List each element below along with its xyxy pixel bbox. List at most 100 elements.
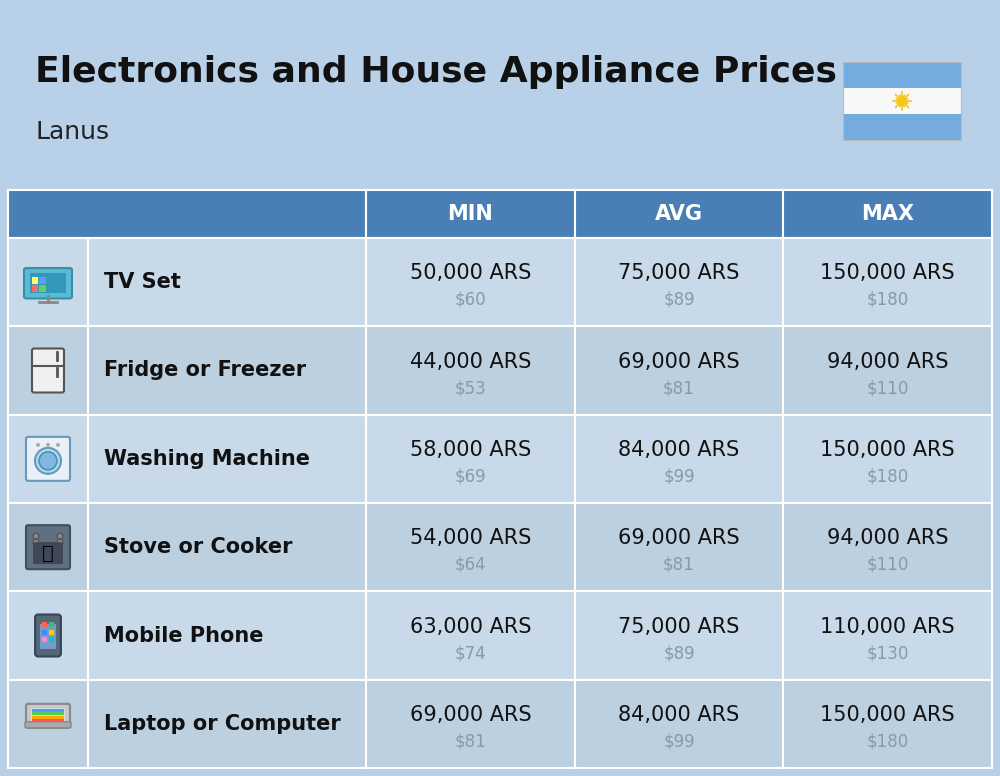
Text: 150,000 ARS: 150,000 ARS — [820, 705, 955, 725]
Text: Washing Machine: Washing Machine — [104, 449, 310, 469]
FancyBboxPatch shape — [88, 591, 366, 680]
Text: $89: $89 — [663, 644, 695, 662]
Bar — [32, 715, 64, 719]
Text: MAX: MAX — [861, 204, 914, 224]
FancyBboxPatch shape — [88, 680, 366, 768]
FancyBboxPatch shape — [783, 327, 992, 414]
Text: $130: $130 — [866, 644, 909, 662]
Text: 69,000 ARS: 69,000 ARS — [618, 352, 740, 372]
Text: 84,000 ARS: 84,000 ARS — [618, 705, 740, 725]
FancyBboxPatch shape — [30, 273, 66, 293]
Bar — [49, 622, 54, 628]
Text: $53: $53 — [454, 379, 486, 397]
FancyBboxPatch shape — [31, 708, 65, 722]
Circle shape — [46, 443, 50, 447]
Text: 50,000 ARS: 50,000 ARS — [410, 263, 531, 283]
Text: $64: $64 — [455, 556, 486, 573]
Circle shape — [33, 539, 39, 546]
FancyBboxPatch shape — [783, 238, 992, 327]
Text: 94,000 ARS: 94,000 ARS — [827, 528, 948, 549]
FancyBboxPatch shape — [88, 238, 366, 327]
Bar — [42, 629, 47, 635]
Text: 84,000 ARS: 84,000 ARS — [618, 440, 740, 460]
Text: $180: $180 — [867, 733, 909, 750]
Text: 75,000 ARS: 75,000 ARS — [618, 617, 740, 636]
FancyBboxPatch shape — [26, 704, 70, 728]
FancyBboxPatch shape — [783, 190, 992, 238]
FancyBboxPatch shape — [8, 414, 88, 503]
FancyBboxPatch shape — [8, 327, 88, 414]
Text: 54,000 ARS: 54,000 ARS — [410, 528, 531, 549]
FancyBboxPatch shape — [575, 591, 783, 680]
FancyBboxPatch shape — [843, 88, 961, 114]
FancyBboxPatch shape — [8, 591, 88, 680]
FancyBboxPatch shape — [88, 414, 366, 503]
FancyBboxPatch shape — [366, 591, 575, 680]
Text: $74: $74 — [455, 644, 486, 662]
Text: 69,000 ARS: 69,000 ARS — [618, 528, 740, 549]
Text: 75,000 ARS: 75,000 ARS — [618, 263, 740, 283]
Text: $89: $89 — [663, 291, 695, 309]
FancyBboxPatch shape — [8, 238, 88, 327]
FancyBboxPatch shape — [783, 591, 992, 680]
FancyBboxPatch shape — [26, 525, 70, 569]
Text: MIN: MIN — [447, 204, 493, 224]
Text: $69: $69 — [455, 467, 486, 486]
FancyBboxPatch shape — [88, 327, 366, 414]
FancyBboxPatch shape — [88, 503, 366, 591]
FancyBboxPatch shape — [8, 680, 88, 768]
FancyBboxPatch shape — [366, 190, 575, 238]
Text: 150,000 ARS: 150,000 ARS — [820, 440, 955, 460]
Bar — [39, 278, 46, 284]
Text: $180: $180 — [867, 291, 909, 309]
Text: $99: $99 — [663, 733, 695, 750]
FancyBboxPatch shape — [575, 327, 783, 414]
Text: 58,000 ARS: 58,000 ARS — [410, 440, 531, 460]
FancyBboxPatch shape — [575, 680, 783, 768]
Bar — [49, 629, 54, 635]
Text: Fridge or Freezer: Fridge or Freezer — [104, 361, 306, 380]
FancyBboxPatch shape — [8, 190, 366, 238]
Bar — [32, 712, 64, 715]
FancyBboxPatch shape — [35, 615, 61, 656]
FancyBboxPatch shape — [783, 503, 992, 591]
FancyBboxPatch shape — [8, 503, 88, 591]
FancyBboxPatch shape — [366, 503, 575, 591]
FancyBboxPatch shape — [33, 542, 63, 564]
FancyBboxPatch shape — [26, 437, 70, 481]
Text: $60: $60 — [455, 291, 486, 309]
Text: Laptop or Computer: Laptop or Computer — [104, 714, 341, 734]
Text: AVG: AVG — [655, 204, 703, 224]
Text: 150,000 ARS: 150,000 ARS — [820, 263, 955, 283]
Bar — [49, 637, 54, 642]
Text: TV Set: TV Set — [104, 272, 181, 293]
Bar — [32, 709, 64, 712]
Bar — [42, 622, 47, 628]
Circle shape — [33, 533, 39, 539]
FancyBboxPatch shape — [25, 722, 71, 728]
Bar — [32, 719, 64, 722]
FancyBboxPatch shape — [575, 503, 783, 591]
FancyBboxPatch shape — [783, 414, 992, 503]
FancyBboxPatch shape — [575, 238, 783, 327]
Circle shape — [898, 97, 906, 105]
Circle shape — [57, 533, 63, 539]
Text: 44,000 ARS: 44,000 ARS — [410, 352, 531, 372]
Bar — [32, 285, 38, 292]
Circle shape — [57, 539, 63, 546]
FancyBboxPatch shape — [32, 348, 64, 393]
Circle shape — [56, 443, 60, 447]
Text: Mobile Phone: Mobile Phone — [104, 625, 264, 646]
Circle shape — [39, 452, 57, 469]
FancyBboxPatch shape — [575, 414, 783, 503]
Text: $81: $81 — [663, 556, 695, 573]
FancyBboxPatch shape — [366, 327, 575, 414]
Text: $99: $99 — [663, 467, 695, 486]
FancyBboxPatch shape — [24, 268, 72, 299]
FancyBboxPatch shape — [366, 238, 575, 327]
Text: $110: $110 — [866, 556, 909, 573]
Text: Stove or Cooker: Stove or Cooker — [104, 537, 292, 557]
Bar — [39, 285, 46, 292]
FancyBboxPatch shape — [843, 114, 961, 140]
Text: Electronics and House Appliance Prices: Electronics and House Appliance Prices — [35, 55, 837, 89]
